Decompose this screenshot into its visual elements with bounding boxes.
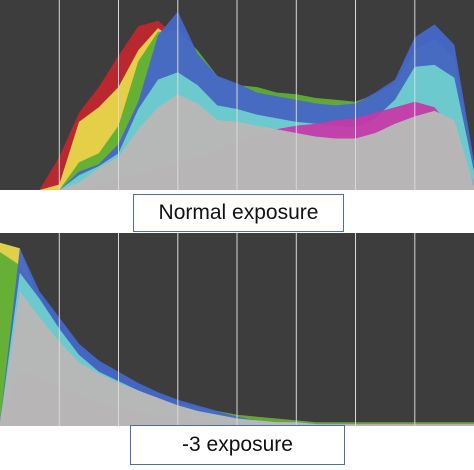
minus-three-exposure-label: -3 exposure	[182, 433, 293, 456]
normal-exposure-histogram	[0, 0, 474, 190]
histogram-gridlines	[58, 0, 416, 190]
minus-three-histogram-svg	[0, 233, 474, 426]
histogram-gridlines	[58, 233, 416, 426]
normal-histogram-svg	[0, 0, 474, 190]
normal-exposure-caption: Normal exposure	[133, 194, 344, 232]
minus-three-exposure-histogram	[0, 233, 474, 426]
minus-three-exposure-caption: -3 exposure	[130, 425, 345, 465]
normal-exposure-label: Normal exposure	[158, 201, 319, 224]
